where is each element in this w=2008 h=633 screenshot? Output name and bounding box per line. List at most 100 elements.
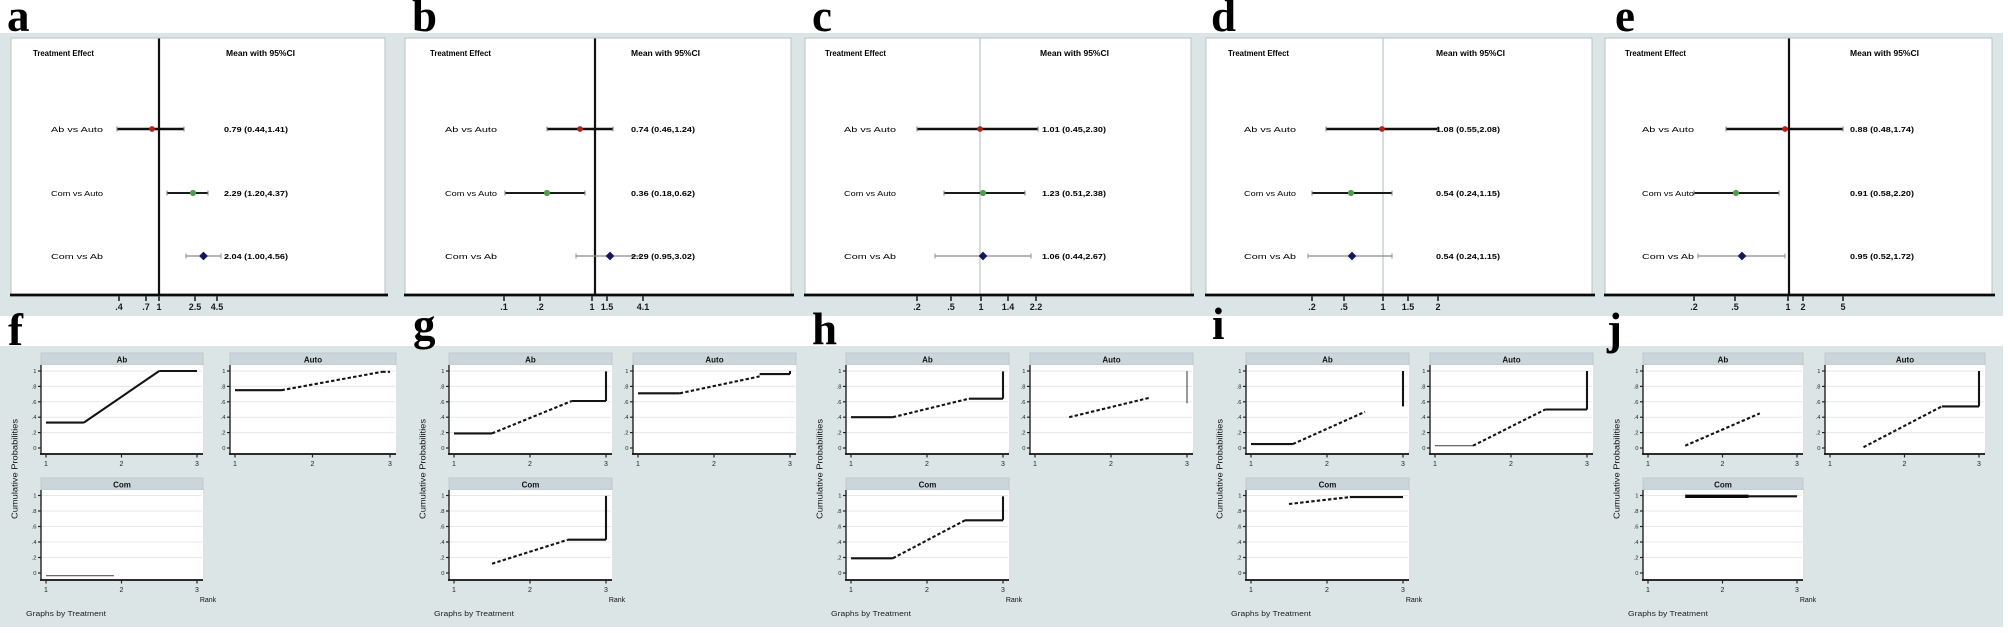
- svg-text:3: 3: [604, 461, 608, 468]
- svg-text:Ab: Ab: [525, 356, 536, 365]
- svg-text:0: 0: [1817, 446, 1820, 452]
- svg-text:1: 1: [452, 587, 456, 594]
- svg-text:.2: .2: [624, 431, 629, 437]
- svg-text:1: 1: [1828, 461, 1832, 468]
- svg-text:.2: .2: [440, 556, 445, 562]
- svg-text:.8: .8: [440, 509, 445, 515]
- svg-text:0: 0: [625, 446, 628, 452]
- svg-text:2: 2: [1325, 587, 1329, 594]
- svg-text:.2: .2: [32, 431, 37, 437]
- svg-text:.6: .6: [837, 400, 842, 406]
- svg-text:.8: .8: [1634, 509, 1639, 515]
- svg-text:.8: .8: [1421, 384, 1426, 390]
- svg-text:Mean with 95%CI: Mean with 95%CI: [1436, 49, 1505, 58]
- svg-text:.4: .4: [1816, 415, 1822, 421]
- svg-text:3: 3: [1795, 461, 1799, 468]
- svg-text:Ab vs Auto: Ab vs Auto: [445, 125, 497, 134]
- svg-text:.6: .6: [1634, 525, 1639, 531]
- svg-text:Mean with 95%CI: Mean with 95%CI: [226, 49, 295, 58]
- svg-text:.2: .2: [1634, 431, 1639, 437]
- svg-text:0.54 (0.24,1.15): 0.54 (0.24,1.15): [1436, 189, 1501, 198]
- svg-text:Mean with 95%CI: Mean with 95%CI: [1850, 49, 1919, 58]
- svg-text:2.5: 2.5: [189, 302, 202, 312]
- svg-text:2: 2: [120, 461, 124, 468]
- svg-text:.5: .5: [1340, 302, 1348, 312]
- svg-text:1.4: 1.4: [1002, 302, 1015, 312]
- svg-text:1: 1: [1033, 461, 1037, 468]
- svg-text:2: 2: [1435, 302, 1440, 312]
- svg-text:.6: .6: [1021, 400, 1026, 406]
- svg-text:2.29 (1.20,4.37): 2.29 (1.20,4.37): [224, 189, 289, 198]
- svg-text:.8: .8: [440, 384, 445, 390]
- svg-text:1: 1: [222, 369, 225, 375]
- svg-text:Com vs Ab: Com vs Ab: [51, 252, 103, 261]
- svg-text:h: h: [812, 304, 837, 354]
- svg-text:0.79 (0.44,1.41): 0.79 (0.44,1.41): [224, 125, 289, 134]
- svg-text:0: 0: [222, 446, 225, 452]
- svg-text:1: 1: [1817, 369, 1820, 375]
- svg-text:Com: Com: [113, 481, 131, 490]
- svg-text:1: 1: [978, 302, 983, 312]
- svg-text:1: 1: [44, 461, 48, 468]
- svg-text:3: 3: [788, 461, 792, 468]
- svg-text:e: e: [1615, 0, 1635, 41]
- svg-text:b: b: [412, 0, 437, 41]
- svg-text:1: 1: [1422, 369, 1425, 375]
- svg-text:Treatment Effect: Treatment Effect: [825, 49, 886, 58]
- svg-text:.8: .8: [1021, 384, 1026, 390]
- svg-text:1: 1: [849, 461, 853, 468]
- svg-text:2: 2: [311, 461, 315, 468]
- svg-text:.2: .2: [1237, 431, 1242, 437]
- svg-text:2: 2: [712, 461, 716, 468]
- svg-text:Ab: Ab: [1718, 356, 1729, 365]
- svg-text:2: 2: [925, 461, 929, 468]
- svg-text:1: 1: [1646, 587, 1650, 594]
- svg-text:1: 1: [1646, 461, 1650, 468]
- svg-text:2: 2: [1721, 587, 1725, 594]
- svg-text:1: 1: [1635, 494, 1638, 500]
- svg-text:1: 1: [1238, 369, 1241, 375]
- svg-text:Com vs Auto: Com vs Auto: [844, 189, 896, 198]
- svg-text:.5: .5: [1731, 302, 1739, 312]
- svg-text:.2: .2: [913, 302, 921, 312]
- svg-text:Rank: Rank: [1800, 597, 1817, 604]
- svg-text:.4: .4: [1421, 415, 1427, 421]
- svg-text:Ab: Ab: [1322, 356, 1333, 365]
- svg-text:.6: .6: [1421, 400, 1426, 406]
- svg-text:Graphs by Treatment: Graphs by Treatment: [831, 611, 911, 618]
- svg-text:.4: .4: [837, 415, 843, 421]
- svg-text:.4: .4: [1237, 415, 1243, 421]
- svg-text:.6: .6: [440, 525, 445, 531]
- svg-text:Treatment Effect: Treatment Effect: [33, 49, 94, 58]
- svg-text:.4: .4: [1237, 540, 1243, 546]
- svg-text:a: a: [7, 0, 30, 41]
- svg-text:Com vs Ab: Com vs Ab: [1244, 252, 1296, 261]
- svg-text:.4: .4: [32, 540, 38, 546]
- svg-text:.4: .4: [440, 540, 446, 546]
- svg-text:Cumulative Probabilities: Cumulative Probabilities: [11, 419, 20, 519]
- svg-text:1: 1: [441, 494, 444, 500]
- svg-text:.4: .4: [221, 415, 227, 421]
- svg-text:2: 2: [528, 587, 532, 594]
- svg-text:3: 3: [1401, 461, 1405, 468]
- svg-text:2: 2: [925, 587, 929, 594]
- svg-text:.6: .6: [32, 525, 37, 531]
- svg-text:.2: .2: [837, 431, 842, 437]
- svg-text:Com vs Auto: Com vs Auto: [445, 189, 497, 198]
- svg-text:1: 1: [1238, 494, 1241, 500]
- svg-text:1.5: 1.5: [1402, 302, 1415, 312]
- svg-text:Com: Com: [919, 481, 937, 490]
- svg-text:1: 1: [1635, 369, 1638, 375]
- svg-text:3: 3: [1001, 587, 1005, 594]
- svg-text:Mean with 95%CI: Mean with 95%CI: [631, 49, 700, 58]
- svg-text:0: 0: [1635, 446, 1638, 452]
- svg-text:1: 1: [636, 461, 640, 468]
- svg-text:3: 3: [1001, 461, 1005, 468]
- svg-text:2: 2: [1903, 461, 1907, 468]
- svg-text:Rank: Rank: [609, 597, 626, 604]
- svg-text:Rank: Rank: [200, 597, 217, 604]
- svg-text:1.01 (0.45,2.30): 1.01 (0.45,2.30): [1042, 125, 1107, 134]
- svg-text:Com: Com: [522, 481, 540, 490]
- svg-text:2: 2: [1721, 461, 1725, 468]
- svg-text:0.74 (0.46,1.24): 0.74 (0.46,1.24): [631, 125, 696, 134]
